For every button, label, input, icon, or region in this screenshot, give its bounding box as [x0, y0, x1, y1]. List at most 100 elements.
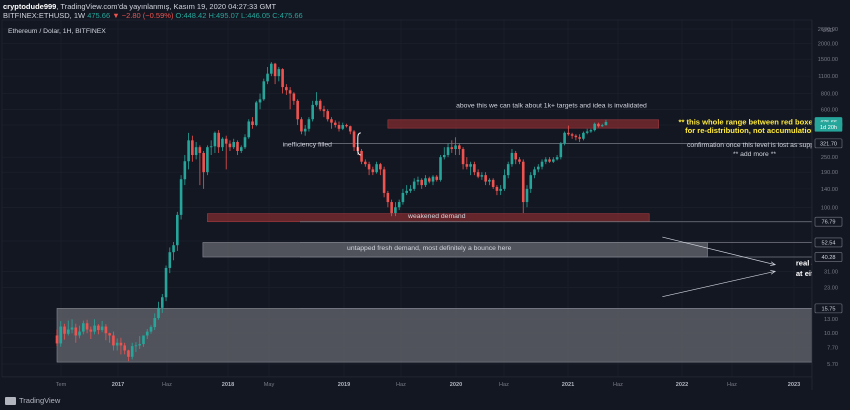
- time-tick-label: Haz: [613, 382, 623, 388]
- candle-body: [318, 100, 322, 110]
- price-tick-label: 7.70: [827, 346, 838, 352]
- candle-body: [134, 345, 138, 347]
- symbol-label[interactable]: BITFINEX:ETHUSD, 1W: [3, 11, 86, 20]
- candle-body: [191, 140, 194, 156]
- candle-body: [262, 81, 266, 100]
- candle-body: [130, 346, 134, 357]
- candle-body: [567, 132, 570, 135]
- candle-body: [206, 147, 209, 173]
- candle-body: [510, 152, 514, 165]
- candle-body: [386, 192, 390, 203]
- price-unit-label: USD: [822, 28, 833, 34]
- candle-body: [258, 99, 262, 103]
- candle-body: [164, 267, 168, 298]
- chart-annotation: untapped fresh demand, most definitely a…: [347, 245, 512, 252]
- chart-annotation: for re-distribution, not accumulation **: [685, 126, 824, 135]
- candle-body: [239, 147, 243, 151]
- brand-label: TradingView: [19, 396, 61, 405]
- time-tick-label: 2023: [788, 382, 800, 388]
- candle-body: [458, 145, 461, 150]
- candle-body: [85, 323, 89, 330]
- candle-body: [281, 69, 284, 88]
- tradingview-logo[interactable]: TradingView: [5, 396, 60, 405]
- price-tick-label: 31.00: [824, 269, 838, 275]
- candle-body: [540, 161, 544, 167]
- price-tick-label: 5.70: [827, 362, 838, 368]
- candle-body: [371, 169, 375, 173]
- price-scale-background: [812, 20, 850, 390]
- candle-body: [285, 87, 288, 91]
- candle-body: [484, 175, 487, 182]
- candle-body: [488, 179, 491, 182]
- chart-title: Ethereum / Dolar, 1H, BITFINEX: [8, 28, 106, 35]
- publish-date: TradingView.com'da yayınlanmış, Kasım 19…: [60, 2, 277, 11]
- candle-body: [348, 126, 352, 132]
- candle-body: [123, 345, 126, 351]
- candle-body: [446, 147, 450, 156]
- chart-annotation: ** this whole range between red boxes ar…: [679, 117, 831, 126]
- chart-annotation: confirmation once this level is lost as …: [687, 142, 822, 149]
- price-tick-label: 13.00: [824, 317, 838, 323]
- candle-body: [277, 69, 281, 77]
- candle-body: [55, 335, 59, 344]
- candle-body: [168, 252, 172, 268]
- candle-body: [337, 125, 341, 129]
- author-name[interactable]: cryptodude999: [3, 2, 57, 11]
- candle-body: [431, 176, 435, 182]
- candle-body: [247, 121, 251, 138]
- candle-body: [439, 157, 442, 180]
- price-tick-label: 23.00: [824, 286, 838, 292]
- candle-body: [217, 132, 220, 148]
- last-price: 475.66: [87, 11, 111, 20]
- time-tick-label: 2021: [562, 382, 574, 388]
- time-tick-label: 2022: [676, 382, 688, 388]
- candle-body: [326, 111, 330, 120]
- chart-annotation: ** add more **: [733, 151, 776, 158]
- price-label-text: 76.79: [822, 220, 836, 226]
- candle-body: [322, 109, 326, 112]
- price-label-box: [814, 303, 843, 314]
- chart-annotation: inefficiency filled: [283, 141, 333, 148]
- candle-body: [153, 318, 157, 328]
- candle-body: [555, 157, 559, 160]
- price-tick-label: 2600.00: [818, 27, 838, 33]
- candle-body: [582, 132, 585, 139]
- candle-body: [224, 138, 228, 144]
- price-label-box: [814, 138, 843, 149]
- candle-body: [333, 122, 337, 126]
- candle-body: [390, 202, 393, 214]
- candle-body: [435, 176, 439, 180]
- candle-body: [570, 134, 574, 136]
- candle-body: [345, 125, 348, 127]
- candle-body: [66, 329, 70, 334]
- candle-body: [499, 188, 502, 191]
- candle-body: [172, 245, 175, 253]
- candle-body: [454, 145, 457, 150]
- time-tick-label: 2018: [222, 382, 234, 388]
- candle-body: [480, 175, 484, 177]
- candle-body: [574, 135, 578, 138]
- price-label-box: [814, 216, 843, 227]
- price-label-box: [814, 252, 843, 262]
- chart-annotation: weakened demand: [407, 213, 466, 220]
- candle-body: [303, 128, 307, 132]
- annotation-arrow: [662, 236, 776, 266]
- candle-body: [292, 93, 296, 101]
- candle-body: [311, 104, 314, 120]
- chart-annotation: above this we can talk about 1k+ targets…: [456, 102, 647, 109]
- price-label-box: [814, 237, 843, 248]
- demand-zone-gray: [56, 308, 832, 363]
- price-tick-label: 600.00: [821, 107, 838, 113]
- time-tick-label: 2019: [338, 382, 350, 388]
- candle-body: [461, 149, 465, 165]
- time-tick-label: Haz: [727, 382, 737, 388]
- time-tick-label: May: [264, 382, 275, 388]
- price-label-text: 321.70: [820, 141, 837, 147]
- candle-body: [112, 335, 115, 346]
- time-tick-label: Tem: [56, 382, 67, 388]
- price-label-text: 40.28: [822, 255, 836, 261]
- candle-body: [585, 131, 589, 133]
- candle-body: [93, 325, 96, 332]
- time-tick-label: 2017: [112, 382, 124, 388]
